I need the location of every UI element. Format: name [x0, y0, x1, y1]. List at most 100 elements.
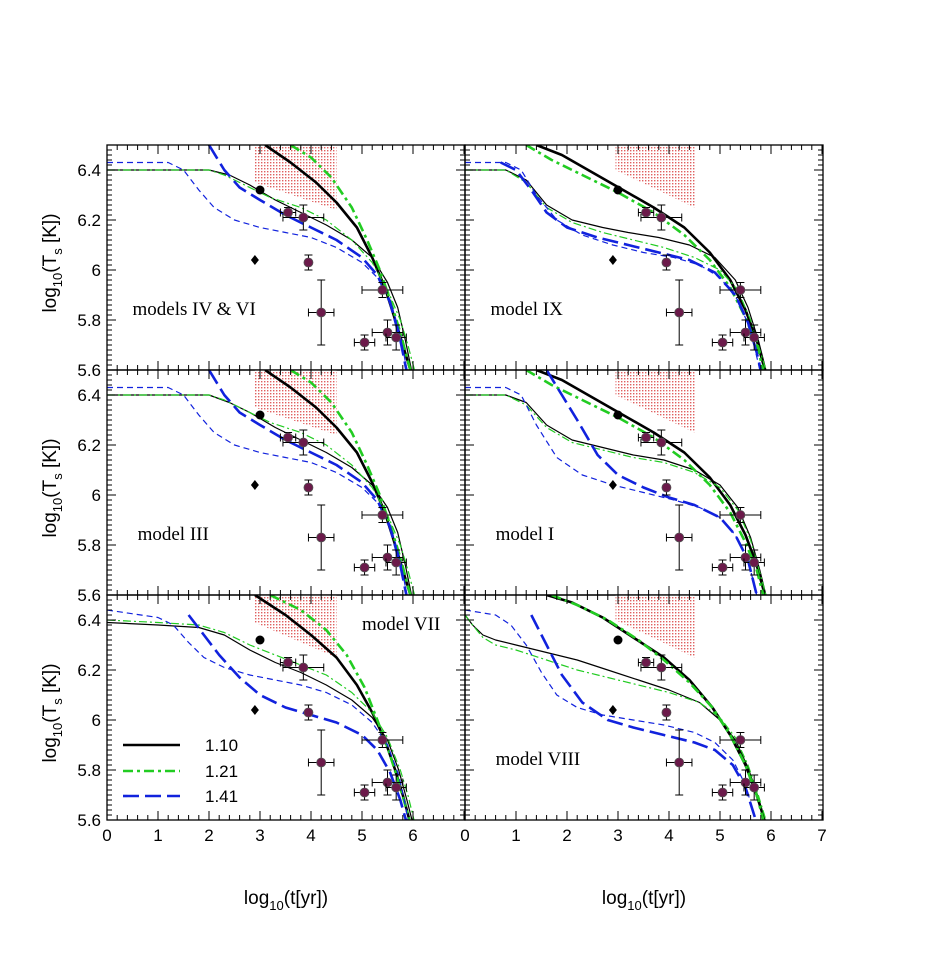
- y-title-sub2: s: [50, 473, 65, 480]
- curve-1-10-thin: [465, 394, 767, 595]
- filled-marker: [735, 510, 746, 520]
- diamond-marker: [250, 480, 259, 490]
- filled-marker: [661, 482, 672, 493]
- y-title-mid: (T: [40, 479, 61, 497]
- panel-1: models IV & VI: [106, 144, 466, 371]
- y-title-main: log: [40, 287, 61, 312]
- x-tick-label: 4: [306, 826, 315, 845]
- curve-1-41-thin: [107, 609, 409, 820]
- filled-marker: [740, 777, 751, 788]
- y-title-sub: 10: [50, 273, 65, 287]
- x-tick-label: 0: [102, 826, 111, 845]
- y-tick-label: 6.4: [77, 161, 101, 180]
- curve-1-21-thin: [465, 169, 767, 370]
- y-tick-label: 5.6: [77, 586, 101, 605]
- data-point: [719, 732, 762, 748]
- data-point: [743, 549, 765, 576]
- filled-marker: [717, 787, 728, 798]
- x-title-main: log: [602, 888, 627, 909]
- x-tick-label: 4: [664, 826, 673, 845]
- curve-1-10-thin: [107, 621, 413, 820]
- data-point: [729, 319, 762, 346]
- y-tick-label: 5.8: [77, 311, 101, 330]
- data-point: [353, 334, 376, 351]
- data-point: [711, 559, 734, 576]
- tick-labels-layer: 5.6 5.8 6 6.2 6.4 5.6 5.8 6 6.2 6.4 5.6 5.8 6 6.2 6.4 0…: [77, 161, 826, 845]
- x-title-rest: (t[yr]): [284, 888, 328, 909]
- curve-1-10-thin: [465, 614, 766, 820]
- y-title-mid: (T: [40, 254, 61, 272]
- x-tick-label: 5: [715, 826, 724, 845]
- data-point: [640, 204, 683, 231]
- x-tick-label: 7: [817, 826, 826, 845]
- plot-area: [465, 145, 767, 370]
- panel-label: model I: [496, 524, 555, 545]
- filled-marker: [298, 212, 309, 223]
- data-point: [608, 255, 617, 265]
- data-point: [743, 324, 765, 351]
- data-point: [385, 774, 407, 801]
- y-title-sub2: s: [50, 248, 65, 255]
- data-point: [282, 429, 325, 456]
- y-title-rest: [K]): [40, 213, 61, 248]
- panel-label: model VII: [362, 614, 440, 635]
- curve-1-21-thick: [289, 145, 412, 370]
- y-tick-label: 5.8: [77, 761, 101, 780]
- filled-marker: [303, 257, 314, 268]
- panel-label: model VIII: [496, 749, 581, 770]
- y-axis-title-row-2: log10(Ts [K]): [40, 438, 65, 537]
- x-tick-label: 1: [511, 826, 520, 845]
- filled-marker: [735, 285, 746, 295]
- data-point: [279, 657, 297, 668]
- plot-area: [107, 595, 415, 820]
- panels-layer: models IV & VI model IX model III model I mo…: [106, 144, 824, 821]
- data-point: [303, 479, 314, 496]
- curve-1-21-thin: [107, 169, 416, 370]
- plot-area: [107, 370, 416, 595]
- filled-marker: [359, 562, 370, 573]
- filled-marker: [740, 327, 751, 338]
- filled-marker: [377, 735, 388, 745]
- filled-marker: [674, 532, 685, 543]
- data-point: [307, 729, 335, 796]
- y-tick-label: 5.6: [77, 811, 101, 830]
- filled-marker: [283, 432, 293, 443]
- x-title-main: log: [244, 888, 269, 909]
- panel-frame: [464, 594, 824, 821]
- y-title-rest: [K]): [40, 663, 61, 698]
- curve-1-41-thick: [545, 370, 758, 595]
- filled-marker: [717, 562, 728, 573]
- plot-area: [465, 370, 767, 595]
- data-point: [250, 705, 259, 715]
- data-point: [613, 635, 623, 645]
- data-point: [665, 729, 693, 796]
- curve-1-41-thick: [207, 145, 408, 370]
- data-point: [719, 282, 762, 298]
- plot-area: [465, 595, 767, 820]
- data-point: [661, 254, 672, 271]
- data-point: [385, 324, 407, 351]
- y-tick-label: 6: [92, 486, 101, 505]
- filled-marker: [303, 482, 314, 493]
- curve-1-41-thick: [500, 161, 763, 370]
- filled-marker: [656, 662, 667, 673]
- x-title-sub: 10: [269, 898, 283, 913]
- x-tick-label: 3: [255, 826, 264, 845]
- data-point: [371, 769, 404, 796]
- x-tick-label: 6: [408, 826, 417, 845]
- filled-marker: [382, 327, 393, 338]
- filled-marker: [283, 207, 293, 218]
- data-point: [361, 507, 404, 523]
- filled-marker: [641, 207, 651, 218]
- data-point: [743, 774, 765, 801]
- filled-marker: [749, 332, 760, 343]
- hatched-region: [615, 370, 695, 433]
- x-tick-label: 6: [766, 826, 775, 845]
- data-point: [303, 254, 314, 271]
- filled-marker: [656, 212, 667, 223]
- filled-marker: [749, 557, 760, 568]
- panel-6: model VIII: [464, 594, 824, 821]
- data-point: [303, 704, 314, 721]
- curve-1-21-thin: [465, 614, 767, 820]
